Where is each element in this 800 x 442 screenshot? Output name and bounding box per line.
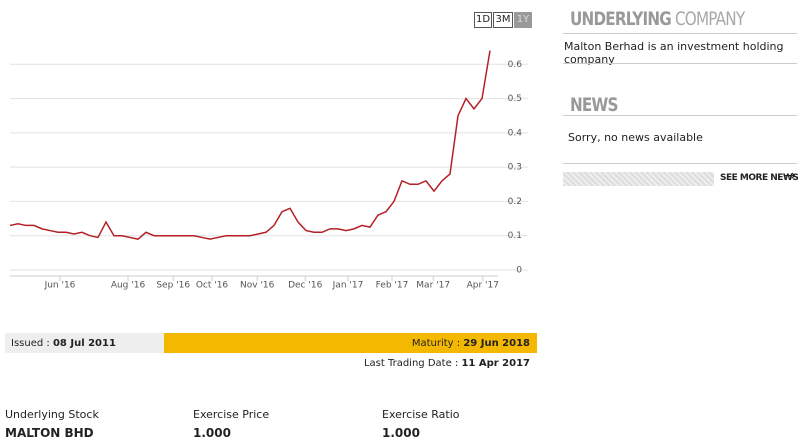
company-text: Malton Berhad is an investment holding c… [564,40,784,66]
price-line [9,50,491,240]
detail-label: Exercise Ratio [382,408,460,421]
section-title: UNDERLYING COMPANY [570,8,745,30]
detail-value: 1.000 [193,426,231,440]
arrow-icon[interactable]: → [784,168,796,184]
chart: 0 0.1 0.2 0.3 0.4 0.5 0.6 Jun '16 Aug '16 Sep '16… [9,50,528,291]
y-tick-label: 0.6 [508,60,523,70]
y-tick-label: 0.2 [508,197,522,207]
label: Maturity : [411,338,461,349]
x-tick-label: Nov '16 [240,281,275,291]
issued-bar [5,333,164,353]
x-tick-label: Mar '17 [416,281,450,291]
divider [563,63,797,64]
range-button[interactable]: 3M [493,12,513,28]
title-rest: COMPANY [674,8,745,30]
section-title: NEWS [570,94,618,116]
x-tick-label: Aug '16 [111,281,146,291]
detail-label: Underlying Stock [5,408,99,421]
x-tick-label: Apr '17 [467,281,499,291]
x-tick-label: Jan '17 [332,281,364,291]
detail-value: 1.000 [382,426,420,440]
value: 29 Jun 2018 [463,338,530,349]
x-tick-label: Dec '16 [288,281,322,291]
title-bold: UNDERLYING [570,8,672,30]
y-tick-label: 0.4 [508,128,523,138]
divider [563,33,797,34]
maturity: Maturity : 29 Jun 2018 [412,338,530,349]
range-button[interactable]: 1Y [514,12,532,28]
x-tick-label: Feb '17 [376,281,409,291]
issued: Issued : 08 Jul 2011 [11,338,116,349]
label: Last Trading Date : [363,358,459,369]
detail-label: Exercise Price [193,408,270,421]
divider [563,115,797,116]
news-text: Sorry, no news available [568,131,703,144]
x-tick-label: Sep '16 [156,281,190,291]
y-tick-label: 0.1 [508,231,522,241]
divider [563,163,797,164]
maturity-bar [164,333,537,353]
hatch-bar [563,172,714,186]
detail-value: MALTON BHD [5,426,94,440]
range-button[interactable]: 1D [474,12,492,28]
y-tick-label: 0 [516,266,522,276]
see-more-link[interactable]: SEE MORE NEWS [720,173,799,183]
value: 08 Jul 2011 [52,338,116,349]
value: 11 Apr 2017 [461,358,530,369]
x-tick-label: Oct '16 [196,281,229,291]
label: Issued : [11,338,50,349]
y-tick-label: 0.3 [508,163,522,173]
x-tick-label: Jun '16 [44,281,76,291]
last-trading: Last Trading Date : 11 Apr 2017 [364,358,530,369]
y-tick-label: 0.5 [508,94,522,104]
